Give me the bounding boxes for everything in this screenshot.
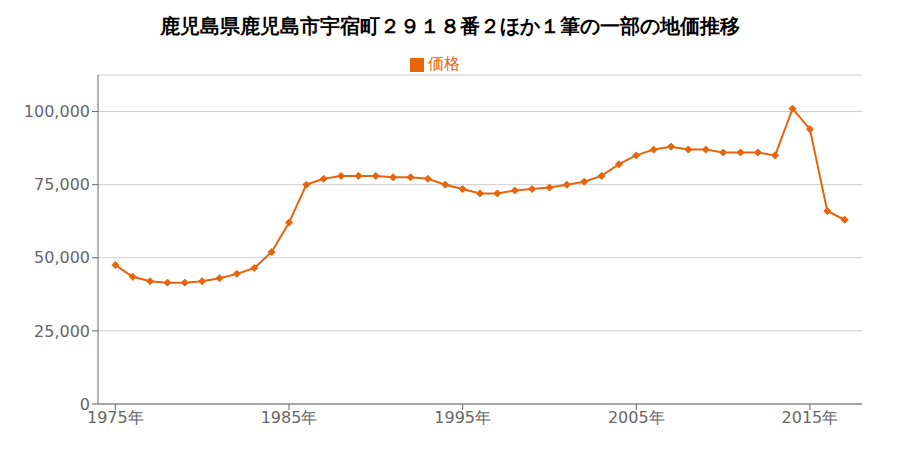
svg-text:1995年: 1995年 (434, 408, 491, 427)
svg-text:1975年: 1975年 (87, 408, 144, 427)
svg-text:75,000: 75,000 (34, 175, 90, 194)
html-text:価格: 価格 (428, 54, 460, 73)
svg-text:0: 0 (80, 395, 90, 414)
svg-text:100,000: 100,000 (24, 102, 90, 121)
svg-text:25,000: 25,000 (34, 322, 90, 341)
svg-text:2005年: 2005年 (608, 408, 665, 427)
svg-text:50,000: 50,000 (34, 248, 90, 267)
html-text:鹿児島県鹿児島市宇宿町２９１８番２ほか１筆の一部の地価推移: 鹿児島県鹿児島市宇宿町２９１８番２ほか１筆の一部の地価推移 (160, 14, 740, 38)
svg-text:1985年: 1985年 (261, 408, 318, 427)
svg-text:2015年: 2015年 (782, 408, 839, 427)
